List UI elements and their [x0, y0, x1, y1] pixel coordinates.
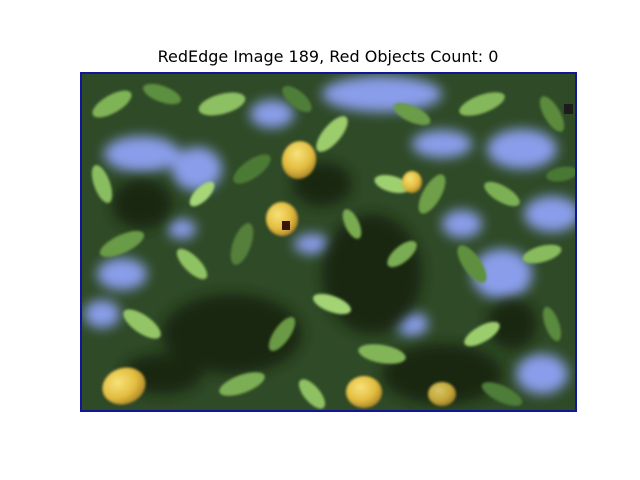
- foliage-shadows: [112, 162, 537, 404]
- pear-bottom-center: [346, 376, 382, 408]
- sky-patches: [84, 76, 575, 394]
- pears: [102, 141, 456, 408]
- blemish-spot: [282, 221, 290, 230]
- pear-right-upper: [402, 171, 422, 193]
- pear-top-center: [281, 141, 317, 179]
- orchard-photo: [82, 74, 575, 410]
- edge-dark-spot: [564, 104, 573, 114]
- pear-center-left: [265, 202, 299, 236]
- leaves: [91, 83, 575, 409]
- figure-title: RedEdge Image 189, Red Objects Count: 0: [157, 47, 499, 66]
- image-frame: [80, 72, 577, 412]
- pear-bottom-left: [102, 367, 146, 405]
- pear-bottom-right: [428, 382, 456, 406]
